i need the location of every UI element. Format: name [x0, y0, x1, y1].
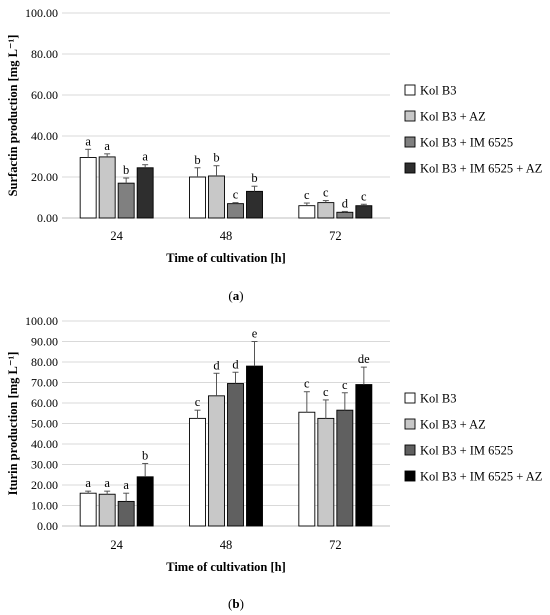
- y-tick-label: 0.00: [37, 211, 58, 225]
- y-tick-label: 70.00: [31, 376, 58, 390]
- y-axis-label: Iturin production [mg L⁻¹]: [6, 352, 20, 496]
- y-tick-label: 90.00: [31, 335, 58, 349]
- bar: [98, 156, 116, 219]
- bar: [298, 205, 316, 219]
- legend-label: Kol B3 + IM 6525: [420, 444, 513, 458]
- significance-label: a: [104, 476, 110, 490]
- chart-panel-a: 0.00 20.00 40.00 60.00 80.00 100.00 Surfactin …: [6, 6, 542, 303]
- significance-label: c: [323, 385, 329, 399]
- significance-label: de: [358, 352, 370, 366]
- bar: [246, 190, 263, 219]
- legend-label: Kol B3 + IM 6525 + AZ: [420, 162, 542, 176]
- legend: Kol B3 Kol B3 + AZ Kol B3 + IM 6525 Kol B3 …: [404, 392, 542, 484]
- legend-label: Kol B3: [420, 84, 456, 98]
- bar: [298, 411, 316, 527]
- legend-swatch: [404, 84, 416, 96]
- bar: [136, 476, 154, 527]
- chart-panel-b: 0.00 10.00 20.00 30.00 40.00 50.00 60.00 70.00 8…: [6, 314, 542, 611]
- legend-swatch: [404, 136, 416, 148]
- x-tick-label: 48: [220, 229, 233, 243]
- y-tick-label: 40.00: [31, 437, 58, 451]
- significance-label: b: [213, 151, 219, 165]
- significance-label: c: [361, 189, 367, 203]
- significance-label: a: [142, 150, 148, 164]
- bar: [79, 157, 97, 219]
- x-tick-label: 72: [329, 538, 342, 552]
- bar: [355, 384, 373, 527]
- y-tick-label: 10.00: [31, 499, 58, 513]
- y-tick-label: 80.00: [31, 355, 58, 369]
- significance-label: c: [323, 186, 329, 200]
- legend-swatch: [404, 444, 416, 456]
- bar: [227, 383, 244, 527]
- y-tick-label: 100.00: [25, 6, 58, 20]
- bar: [189, 417, 206, 527]
- significance-label: d: [213, 358, 220, 372]
- x-tick-label: 24: [110, 538, 123, 552]
- significance-label: e: [252, 327, 258, 341]
- bar: [317, 417, 335, 527]
- significance-label: b: [142, 448, 148, 462]
- significance-label: d: [232, 357, 239, 371]
- bar: [208, 175, 225, 219]
- legend: Kol B3 Kol B3 + AZ Kol B3 + IM 6525 Kol B3 …: [404, 84, 542, 176]
- y-tick-label: 60.00: [31, 88, 58, 102]
- bar: [246, 365, 263, 527]
- significance-label: c: [342, 378, 348, 392]
- bar: [98, 493, 116, 527]
- y-tick-label: 30.00: [31, 458, 58, 472]
- significance-label: c: [195, 395, 201, 409]
- legend-swatch: [404, 392, 416, 404]
- bar: [208, 395, 225, 527]
- legend-label: Kol B3 + IM 6525 + AZ: [420, 470, 542, 484]
- bar: [136, 167, 154, 219]
- legend-swatch: [404, 418, 416, 430]
- x-tick-label: 72: [329, 229, 342, 243]
- legend-label: Kol B3: [420, 392, 456, 406]
- bar: [227, 203, 244, 219]
- bar: [117, 182, 135, 219]
- legend-label: Kol B3 + IM 6525: [420, 136, 513, 150]
- bar: [79, 492, 97, 527]
- significance-label: d: [342, 196, 349, 210]
- significance-label: a: [85, 134, 91, 148]
- significance-label: b: [194, 153, 200, 167]
- legend-swatch: [404, 162, 416, 174]
- x-axis-label: Time of cultivation [h]: [166, 560, 286, 574]
- x-tick-label: 24: [110, 229, 123, 243]
- significance-label: c: [233, 188, 239, 202]
- significance-label: b: [123, 163, 129, 177]
- significance-label: a: [85, 476, 91, 490]
- y-axis-label: Surfactin production [mg L⁻¹]: [6, 35, 20, 197]
- x-tick-label: 48: [220, 538, 233, 552]
- bar: [355, 205, 373, 219]
- panel-label: (a): [228, 288, 243, 303]
- bar: [336, 211, 354, 219]
- significance-label: c: [304, 188, 310, 202]
- y-tick-label: 50.00: [31, 417, 58, 431]
- y-tick-label: 40.00: [31, 129, 58, 143]
- legend-label: Kol B3 + AZ: [420, 418, 486, 432]
- y-tick-label: 0.00: [37, 519, 58, 533]
- significance-label: a: [123, 478, 129, 492]
- x-axis-label: Time of cultivation [h]: [166, 251, 286, 265]
- legend-swatch: [404, 470, 416, 482]
- significance-label: a: [104, 139, 110, 153]
- panel-label: (b): [228, 596, 244, 611]
- y-tick-label: 20.00: [31, 170, 58, 184]
- y-tick-label: 80.00: [31, 47, 58, 61]
- bar: [117, 500, 135, 527]
- y-tick-label: 60.00: [31, 396, 58, 410]
- legend-label: Kol B3 + AZ: [420, 110, 486, 124]
- y-tick-label: 100.00: [25, 314, 58, 328]
- significance-label: b: [251, 171, 257, 185]
- bar: [317, 202, 335, 219]
- significance-label: c: [304, 377, 310, 391]
- bar: [336, 409, 354, 527]
- bar: [189, 176, 206, 219]
- legend-swatch: [404, 110, 416, 122]
- y-tick-label: 20.00: [31, 478, 58, 492]
